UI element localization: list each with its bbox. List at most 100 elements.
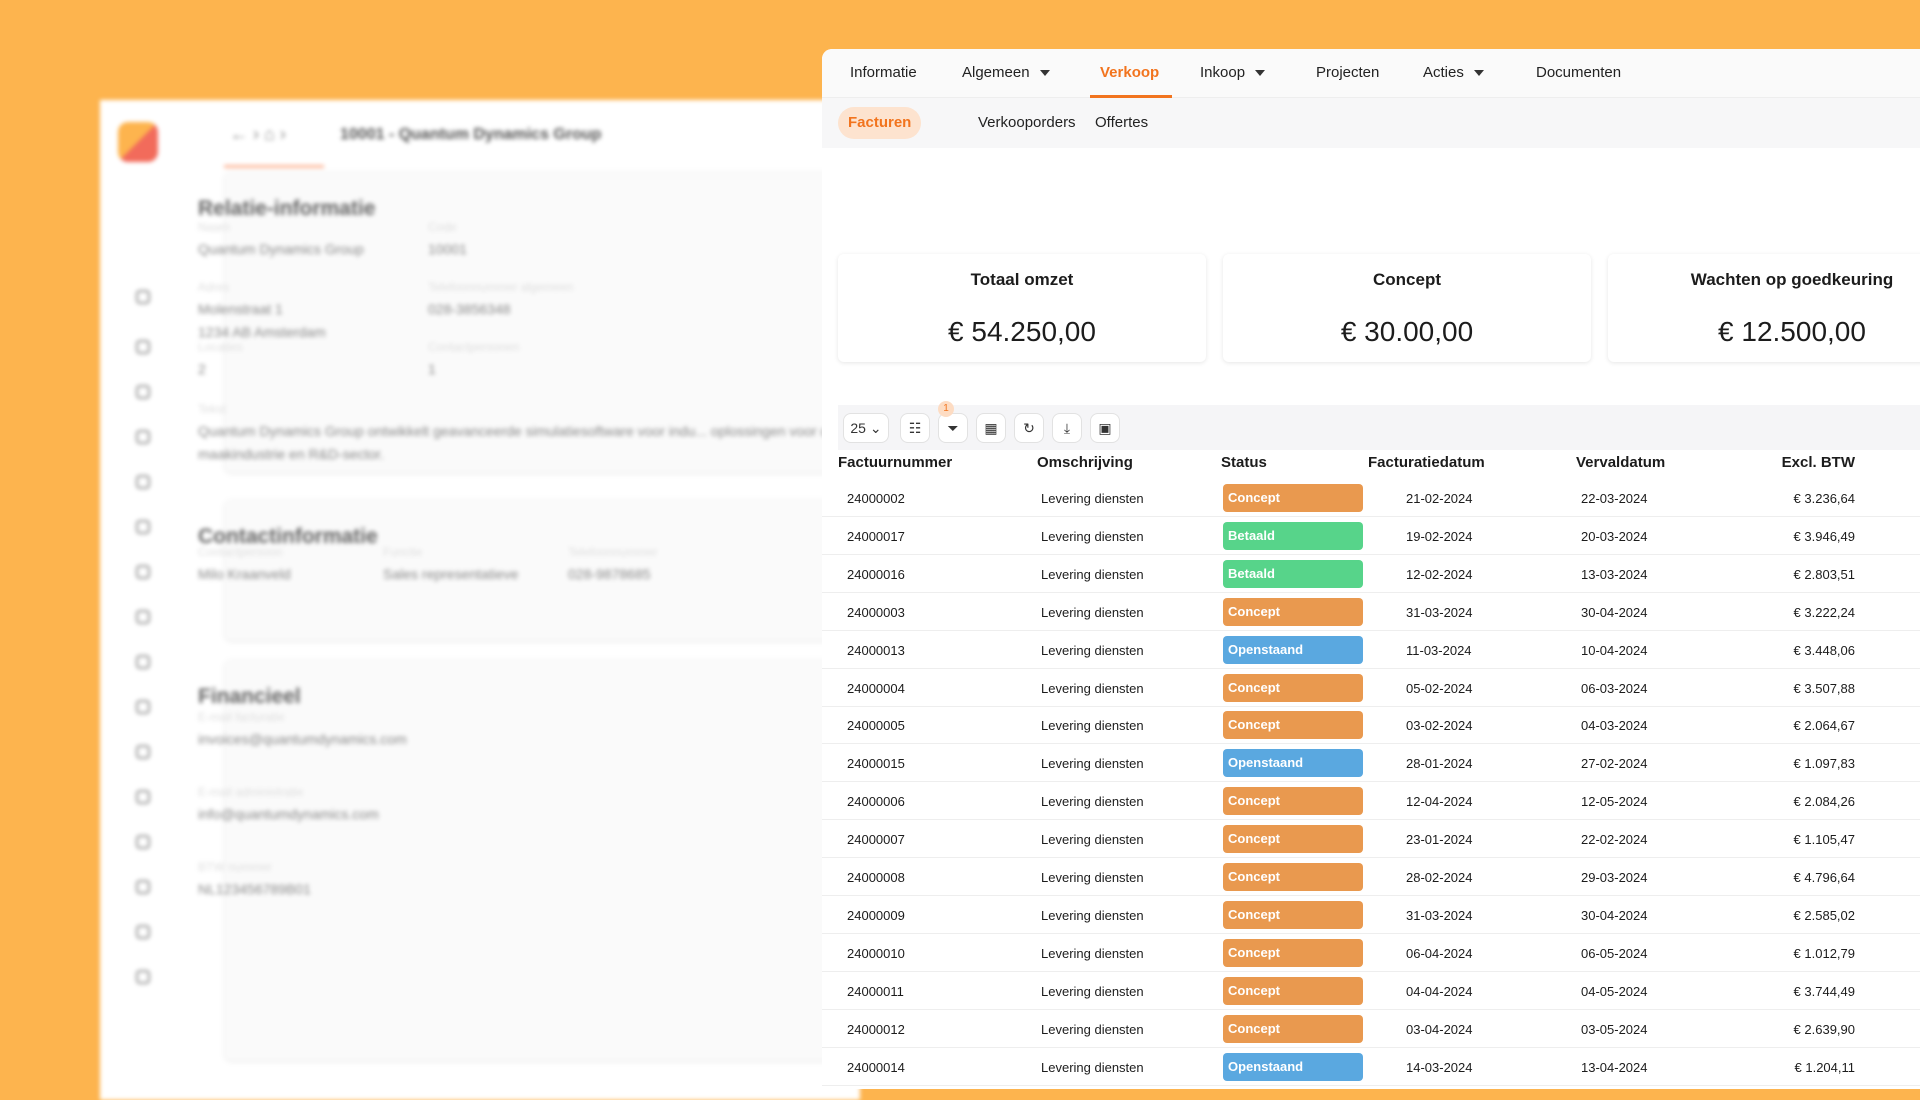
subtab-offertes[interactable]: Offertes bbox=[1095, 114, 1149, 131]
table-row[interactable]: 24000008 Levering diensten Concept 28-02-20… bbox=[822, 858, 1920, 896]
table-row[interactable]: 24000002 Levering diensten Concept 21-02-20… bbox=[822, 479, 1920, 517]
sidebar-icon[interactable] bbox=[136, 385, 150, 399]
status-badge: Concept bbox=[1223, 787, 1363, 816]
amount-excl-vat: € 2.084,26 bbox=[1793, 794, 1855, 810]
sidebar-icon[interactable] bbox=[136, 430, 150, 444]
table-row[interactable]: 24000010 Levering diensten Concept 06-04-20… bbox=[822, 934, 1920, 972]
invoice-date: 31-03-2024 bbox=[1406, 604, 1473, 620]
tab-verkoop[interactable]: Verkoop bbox=[1100, 64, 1159, 81]
due-date: 12-05-2024 bbox=[1581, 794, 1648, 810]
subtab-facturen[interactable]: Facturen bbox=[838, 107, 922, 139]
field-label: E-mail facturatie bbox=[198, 710, 285, 724]
table-row[interactable]: 24000011 Levering diensten Concept 04-04-20… bbox=[822, 972, 1920, 1010]
invoice-date: 06-04-2024 bbox=[1406, 945, 1473, 961]
sidebar-icon[interactable] bbox=[136, 745, 150, 759]
archive-button[interactable]: ▣ bbox=[1090, 413, 1120, 443]
description: Levering diensten bbox=[1041, 718, 1144, 734]
field-label: Tekst bbox=[198, 402, 227, 416]
table-row[interactable]: 24000017 Levering diensten Betaald 19-02-20… bbox=[822, 517, 1920, 555]
column-header[interactable]: Excl. BTW bbox=[1781, 454, 1855, 471]
field-label: Functie bbox=[383, 545, 423, 559]
section-card bbox=[225, 660, 860, 1060]
subtab-verkooporders[interactable]: Verkooporders bbox=[978, 114, 1076, 131]
tab-inkoop[interactable]: Inkoop bbox=[1200, 64, 1266, 81]
table-row[interactable]: 24000004 Levering diensten Concept 05-02-20… bbox=[822, 669, 1920, 707]
download-button[interactable]: ⤓ bbox=[1052, 413, 1082, 443]
table-row[interactable]: 24000016 Levering diensten Betaald 12-02-20… bbox=[822, 555, 1920, 593]
sidebar-icon[interactable] bbox=[136, 790, 150, 804]
sidebar bbox=[100, 100, 190, 1100]
sidebar-icon[interactable] bbox=[136, 970, 150, 984]
field-value: 10001 bbox=[428, 241, 467, 257]
section-title: Contactinformatie bbox=[198, 525, 378, 548]
amount-excl-vat: € 4.796,64 bbox=[1793, 870, 1855, 885]
logo bbox=[118, 122, 158, 162]
field-label: Telefoonnummer algemeen bbox=[428, 280, 574, 294]
filter-button[interactable]: ⏷ bbox=[938, 413, 968, 443]
due-date: 29-03-2024 bbox=[1581, 870, 1648, 885]
amount-excl-vat: € 1.012,79 bbox=[1793, 945, 1855, 961]
sidebar-icon[interactable] bbox=[136, 700, 150, 714]
summary-card: Concept € 30.00,00 bbox=[1223, 254, 1591, 362]
status-badge: Concept bbox=[1223, 976, 1363, 1005]
column-header[interactable]: Factuurnummer bbox=[838, 454, 953, 471]
amount-excl-vat: € 3.946,49 bbox=[1793, 528, 1855, 544]
grid-icon: ▦ bbox=[984, 420, 998, 436]
tab-algemeen[interactable]: Algemeen bbox=[962, 64, 1050, 81]
amount-excl-vat: € 2.803,51 bbox=[1793, 566, 1855, 582]
invoice-number: 24000003 bbox=[847, 604, 905, 620]
summary-card: Totaal omzet € 54.250,00 bbox=[838, 254, 1206, 362]
sidebar-icon[interactable] bbox=[136, 835, 150, 849]
column-header[interactable]: Omschrijving bbox=[1037, 454, 1133, 471]
sidebar-icon[interactable] bbox=[136, 340, 150, 354]
field-value: Quantum Dynamics Group bbox=[198, 241, 364, 257]
sliders-button[interactable]: ☷ bbox=[900, 413, 930, 443]
archive-icon: ▣ bbox=[1098, 420, 1112, 436]
column-header[interactable]: Status bbox=[1221, 454, 1267, 471]
sidebar-icon[interactable] bbox=[136, 475, 150, 489]
status-badge: Concept bbox=[1223, 938, 1363, 967]
refresh-button[interactable]: ↻ bbox=[1014, 413, 1044, 443]
table-row[interactable]: 24000012 Levering diensten Concept 03-04-20… bbox=[822, 1010, 1920, 1048]
column-header[interactable]: Facturatiedatum bbox=[1368, 454, 1485, 471]
page-size-select[interactable]: 25 ⌄ bbox=[843, 413, 889, 443]
description: Levering diensten bbox=[1041, 870, 1144, 885]
due-date: 13-03-2024 bbox=[1581, 566, 1648, 582]
tab-acties[interactable]: Acties bbox=[1423, 64, 1484, 81]
table-row[interactable]: 24000006 Levering diensten Concept 12-04-20… bbox=[822, 782, 1920, 821]
card-title: Wachten op goedkeuring bbox=[1690, 270, 1894, 289]
sales-panel: Informatie Algemeen Verkoop Inkoop Projecten… bbox=[822, 49, 1920, 1089]
field-value: 2 bbox=[198, 361, 206, 377]
table-row[interactable]: 24000015 Levering diensten Openstaand 28-01… bbox=[822, 744, 1920, 783]
due-date: 30-04-2024 bbox=[1581, 907, 1648, 923]
card-title: Totaal omzet bbox=[970, 270, 1074, 289]
download-icon: ⤓ bbox=[1063, 420, 1071, 436]
field-value: Molenstraat 1 1234 AB Amsterdam bbox=[198, 301, 326, 340]
table-row[interactable]: 24000005 Levering diensten Concept 03-02-20… bbox=[822, 706, 1920, 745]
table-row[interactable]: 24000013 Levering diensten Openstaand 11-03… bbox=[822, 631, 1920, 669]
tab-documenten[interactable]: Documenten bbox=[1536, 64, 1621, 81]
tab-informatie[interactable]: Informatie bbox=[850, 64, 917, 81]
caret-down-icon bbox=[1039, 70, 1050, 77]
sidebar-icon[interactable] bbox=[136, 880, 150, 894]
sidebar-icon[interactable] bbox=[136, 520, 150, 534]
tab-projecten[interactable]: Projecten bbox=[1316, 64, 1379, 81]
invoice-number: 24000012 bbox=[847, 1021, 905, 1037]
sidebar-icon[interactable] bbox=[136, 565, 150, 579]
sidebar-icon[interactable] bbox=[136, 925, 150, 939]
active-tab-underline bbox=[1090, 95, 1172, 98]
breadcrumb: 10001 - Quantum Dynamics Group bbox=[340, 126, 602, 143]
sidebar-icon[interactable] bbox=[136, 290, 150, 304]
table-row[interactable]: 24000003 Levering diensten Concept 31-03-20… bbox=[822, 593, 1920, 631]
sidebar-icon[interactable] bbox=[136, 655, 150, 669]
grid-button[interactable]: ▦ bbox=[976, 413, 1006, 443]
due-date: 06-03-2024 bbox=[1581, 680, 1648, 696]
table-row[interactable]: 24000009 Levering diensten Concept 31-03-20… bbox=[822, 896, 1920, 934]
column-header[interactable]: Vervaldatum bbox=[1576, 454, 1666, 471]
sidebar-icon[interactable] bbox=[136, 610, 150, 624]
refresh-icon: ↻ bbox=[1023, 420, 1035, 436]
description: Levering diensten bbox=[1041, 1059, 1144, 1075]
table-row[interactable]: 24000007 Levering diensten Concept 23-01-20… bbox=[822, 820, 1920, 859]
description: Levering diensten bbox=[1041, 566, 1144, 582]
invoice-date: 28-01-2024 bbox=[1406, 756, 1473, 772]
